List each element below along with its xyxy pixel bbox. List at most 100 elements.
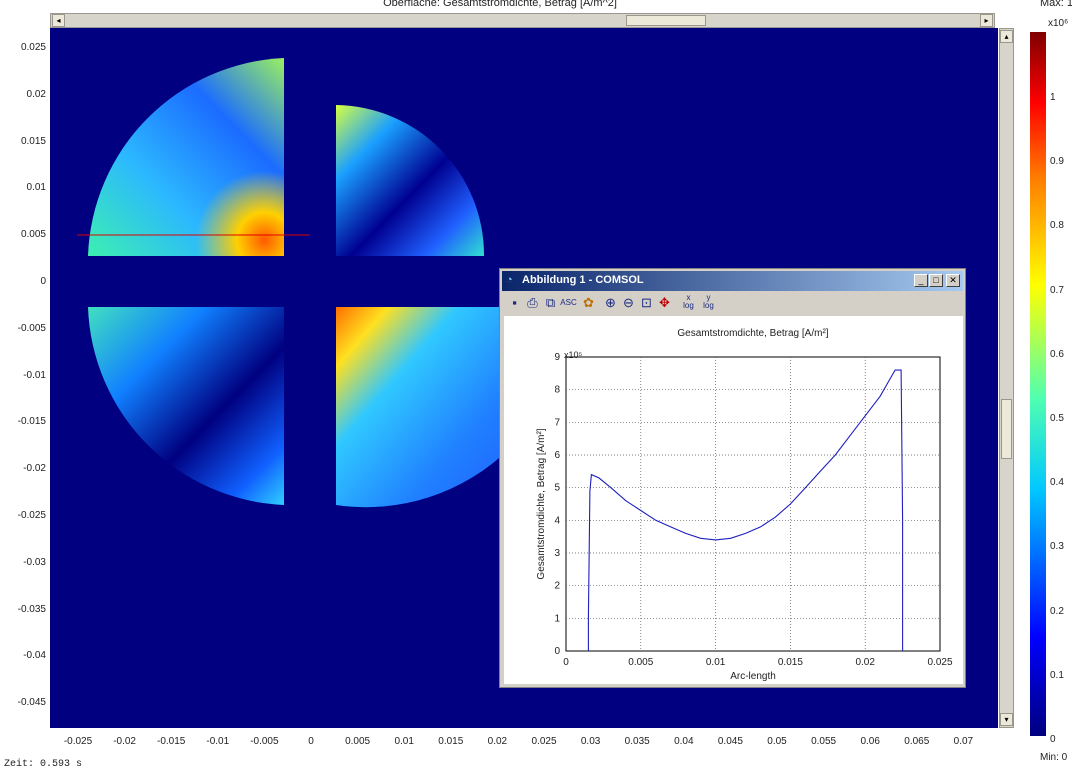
zoom-in-icon[interactable]: ⊕: [605, 295, 616, 310]
y-tick-label: 0.005: [20, 229, 46, 241]
chart-title: Gesamtstromdichte, Betrag [A/m²]: [677, 328, 828, 339]
y-log-letter: y: [706, 293, 711, 302]
y-axis-label: Gesamtstromdichte, Betrag [A/m²]: [536, 428, 547, 579]
x-tick-label: 0.07: [953, 736, 974, 747]
x-tick-label: 0.055: [811, 736, 837, 747]
x-tick-label: -0.02: [113, 736, 136, 747]
y-tick-label: 2: [554, 581, 560, 592]
x-tick-label: 0.01: [394, 736, 414, 747]
colorbar-tick-label: 0.9: [1050, 156, 1064, 168]
x-tick-label: 0.045: [717, 736, 743, 747]
y-tick-label: -0.025: [17, 510, 46, 521]
x-tick-label: -0.015: [157, 736, 186, 747]
save-icon[interactable]: ▪: [512, 295, 517, 310]
horizontal-scroll-thumb[interactable]: [626, 15, 706, 26]
plot-title: Oberfläche: Gesamtstromdichte, Betrag [A…: [383, 0, 617, 9]
y-tick-label: -0.035: [17, 603, 46, 615]
colorbar-tick-label: 0.5: [1050, 413, 1064, 424]
pan-icon[interactable]: ✥: [659, 295, 670, 310]
x-tick-label: -0.025: [63, 736, 93, 747]
vertical-scroll-thumb[interactable]: [1001, 399, 1012, 459]
copy-icon[interactable]: ⧉: [545, 295, 556, 310]
x-tick-label: 0.035: [624, 736, 650, 747]
zoom-box-icon[interactable]: ⊡: [641, 295, 652, 310]
x-tick-label: 0.01: [706, 657, 726, 668]
colorbar-tick-label: 0.8: [1050, 220, 1064, 232]
x-log-icon[interactable]: x log: [680, 294, 697, 311]
y-tick-label: 0.015: [20, 135, 46, 147]
comsol-logo-icon: ◔: [506, 274, 513, 286]
colorbar-tick-label: 0: [1050, 734, 1056, 745]
x-tick-label: 0.05: [767, 736, 787, 747]
close-button[interactable]: ✕: [946, 274, 960, 287]
scroll-down-button[interactable]: ▾: [1000, 713, 1013, 726]
chart-frame: [565, 356, 941, 652]
domain-quadrant-lower-right: [336, 307, 510, 508]
colorbar-tick-label: 0.4: [1050, 477, 1064, 489]
scroll-up-button[interactable]: ▴: [1000, 30, 1013, 43]
horizontal-scrollbar[interactable]: ◂ ▸: [50, 13, 995, 28]
y-tick-label: -0.045: [17, 697, 46, 709]
y-tick-label: 0: [40, 276, 46, 287]
series-line: [587, 369, 904, 651]
x-log-letter: x: [686, 293, 691, 302]
y-tick-label: 6: [554, 450, 560, 461]
colorbar-tick-label: 1: [1050, 92, 1056, 103]
x-tick-label: 0.025: [927, 657, 952, 668]
x-tick-label: 0.025: [531, 736, 557, 747]
y-tick-label: 3: [554, 548, 560, 559]
vertical-scrollbar[interactable]: ▴ ▾: [999, 28, 1014, 728]
y-log-text: log: [703, 301, 714, 310]
y-tick-label: -0.04: [23, 650, 46, 662]
domain-quadrant-lower-left: [88, 307, 284, 505]
colorbar-tick-label: 0.3: [1050, 541, 1064, 553]
palette-icon[interactable]: ✿: [583, 295, 594, 310]
dialog-toolbar: ▪ ⎙ ⧉ ASC ✿ ⊕ ⊖ ⊡ ✥ x log y log: [504, 292, 963, 314]
y-tick-label: -0.015: [17, 416, 46, 428]
x-log-text: log: [683, 301, 694, 310]
y-tick-label: 0.025: [20, 42, 46, 53]
zoom-out-icon[interactable]: ⊖: [623, 295, 634, 310]
x-tick-label: 0.005: [345, 736, 371, 747]
colorbar-tick-label: 0.2: [1050, 605, 1064, 617]
x-axis-label: Arc-length: [730, 671, 776, 682]
max-value-label: Max: 1.09: [1040, 0, 1072, 9]
scroll-right-button[interactable]: ▸: [980, 14, 993, 27]
y-tick-label: -0.01: [23, 369, 46, 381]
colorbar-tick-label: 0.1: [1050, 669, 1064, 681]
y-tick-label: 9: [554, 352, 560, 363]
x-tick-label: 0.04: [674, 736, 694, 747]
min-value-label: Min: 0: [1040, 752, 1068, 763]
dialog-titlebar[interactable]: ◔ Abbildung 1 - COMSOL _ □ ✕: [502, 271, 963, 291]
scroll-left-button[interactable]: ◂: [52, 14, 65, 27]
x-tick-label: 0.06: [860, 736, 880, 747]
maximize-button[interactable]: □: [929, 274, 943, 287]
ascii-export-icon[interactable]: ASC: [560, 298, 577, 307]
minimize-button[interactable]: _: [914, 274, 928, 287]
line-plot-area: 0 1 2 3 4 5 6 7 8 9 0 0.005 0.01 0.015 0.02 0.025 Gesamt…: [504, 316, 963, 684]
y-tick-label: 4: [554, 515, 560, 526]
y-tick-label: -0.02: [23, 463, 46, 475]
x-tick-label: 0.015: [438, 736, 464, 747]
x-tick-label: 0.005: [628, 657, 653, 668]
x-tick-label: 0.03: [580, 736, 601, 747]
y-log-icon[interactable]: y log: [700, 294, 717, 311]
x-tick-label: -0.01: [206, 736, 230, 747]
colorbar-tick-label: 0.6: [1050, 348, 1064, 360]
print-icon[interactable]: ⎙: [527, 295, 538, 310]
colorbar-tick-label: 0.7: [1050, 284, 1064, 296]
y-tick-label: -0.03: [23, 556, 46, 568]
x-tick-label: 0: [563, 657, 569, 668]
x-tick-label: 0: [308, 736, 314, 747]
x-tick-label: 0.015: [778, 657, 803, 668]
y-tick-label: 8: [554, 385, 560, 396]
y-tick-label: -0.005: [17, 322, 46, 334]
x-tick-label: 0.02: [855, 657, 875, 668]
domain-quadrant-upper-left-hotspot: [88, 58, 284, 256]
x-tick-label: 0.065: [904, 736, 930, 747]
y-tick-label: 5: [554, 483, 560, 494]
domain-quadrant-upper-right: [336, 105, 485, 256]
figure-dialog[interactable]: ◔ Abbildung 1 - COMSOL _ □ ✕ ▪ ⎙ ⧉ ASC ✿…: [499, 268, 966, 688]
line-chart: 0 1 2 3 4 5 6 7 8 9 0 0.005 0.01 0.015 0.02 0.025 Gesamt…: [536, 328, 953, 682]
y-exponent-label: x10⁵: [564, 350, 583, 360]
